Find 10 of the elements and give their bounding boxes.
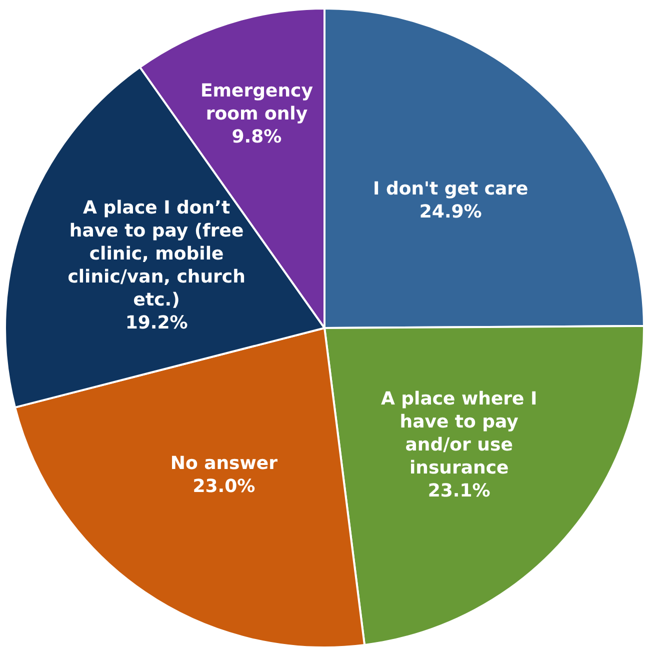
slice-label: A place where I have to pay and/or use insurance xyxy=(380,388,538,479)
data-label: 9.8% xyxy=(232,126,282,148)
slice-label: No answer xyxy=(170,453,278,474)
slice-label: Emergency room only xyxy=(200,80,314,125)
data-label: 23.0% xyxy=(192,476,256,498)
data-label: 24.9% xyxy=(419,201,482,222)
slice-label: A place I don’t have to pay (free clinic, mobile clinic/van, church etc.) xyxy=(68,198,246,311)
data-label: 23.1% xyxy=(428,480,490,502)
data-label: 19.2% xyxy=(125,312,188,334)
slice-label: I don't get care xyxy=(372,178,528,200)
